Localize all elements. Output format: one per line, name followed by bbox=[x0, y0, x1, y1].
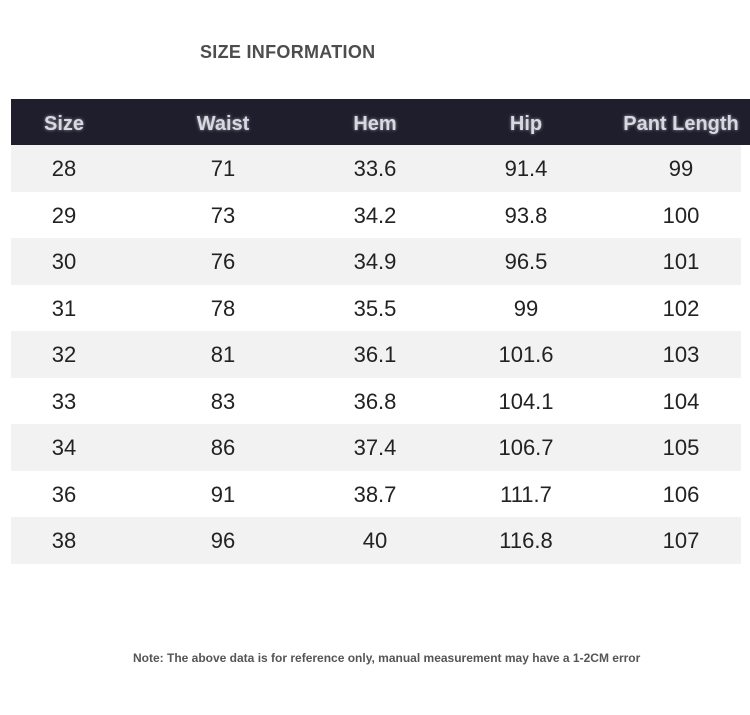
column-header: Hem bbox=[353, 113, 397, 135]
table-cell: 33.6 bbox=[353, 156, 397, 181]
table-cell: 29 bbox=[51, 202, 77, 228]
table-cell: 99 bbox=[513, 295, 539, 321]
table-row: 36 91 38.7 111.7 106 bbox=[11, 471, 741, 518]
table-row: 29 73 34.2 93.8 100 bbox=[11, 192, 741, 239]
table-row: 31 78 35.5 99 102 bbox=[11, 285, 741, 332]
table-cell: 102 bbox=[662, 295, 700, 321]
table-row: 38 96 40 116.8 107 bbox=[11, 517, 741, 564]
table-cell: 76 bbox=[210, 249, 236, 274]
table-cell: 31 bbox=[51, 295, 77, 321]
table-cell: 38.7 bbox=[353, 481, 397, 507]
table-cell: 93.8 bbox=[504, 202, 548, 228]
table-cell: 96.5 bbox=[504, 249, 548, 274]
table-cell: 34 bbox=[51, 435, 77, 460]
table-cell: 36.8 bbox=[353, 388, 397, 414]
table-row: 30 76 34.9 96.5 101 bbox=[11, 238, 741, 285]
table-cell: 36 bbox=[51, 481, 77, 507]
table-cell: 28 bbox=[51, 156, 77, 181]
table-cell: 78 bbox=[210, 295, 236, 321]
table-cell: 37.4 bbox=[353, 435, 397, 460]
column-header: Size bbox=[43, 113, 85, 135]
table-cell: 106.7 bbox=[498, 435, 554, 460]
table-cell: 34.2 bbox=[353, 202, 397, 228]
table-cell: 116.8 bbox=[499, 528, 553, 553]
table-cell: 96 bbox=[210, 528, 236, 553]
table-cell: 91.4 bbox=[504, 156, 548, 181]
table-cell: 34.9 bbox=[353, 249, 397, 274]
column-header: Waist bbox=[196, 113, 250, 135]
table-cell: 30 bbox=[51, 249, 77, 274]
table-header: Size Waist Hem Hip Pant Length bbox=[11, 99, 750, 145]
table-cell: 73 bbox=[210, 202, 236, 228]
table-row: 33 83 36.8 104.1 104 bbox=[11, 378, 741, 425]
title: SIZE INFORMATION bbox=[200, 42, 376, 62]
table-cell: 111.7 bbox=[500, 481, 552, 507]
table-row: 28 71 33.6 91.4 99 bbox=[11, 145, 741, 192]
table-cell: 35.5 bbox=[353, 295, 397, 321]
table-cell: 91 bbox=[210, 481, 236, 507]
table-cell: 86 bbox=[210, 435, 236, 460]
table-cell: 100 bbox=[662, 202, 700, 228]
table-cell: 32 bbox=[51, 342, 77, 367]
table-row: 32 81 36.1 101.6 103 bbox=[11, 331, 741, 378]
table-row: 34 86 37.4 106.7 105 bbox=[11, 424, 741, 471]
table-cell: 101.6 bbox=[498, 342, 554, 367]
table-cell: 107 bbox=[662, 528, 700, 553]
table-cell: 36.1 bbox=[353, 342, 397, 367]
table-cell: 105 bbox=[662, 435, 700, 460]
table-cell: 83 bbox=[210, 388, 236, 414]
table-cell: 99 bbox=[668, 156, 694, 181]
table-cell: 71 bbox=[210, 156, 236, 181]
table-cell: 38 bbox=[51, 528, 77, 553]
table-cell: 106 bbox=[662, 481, 700, 507]
column-header: Pant Length bbox=[623, 113, 739, 135]
table-cell: 104.1 bbox=[498, 388, 554, 414]
column-header: Hip bbox=[509, 113, 543, 135]
table-cell: 33 bbox=[51, 388, 77, 414]
table-cell: 101 bbox=[662, 249, 700, 274]
table-cell: 40 bbox=[362, 528, 388, 553]
table-cell: 81 bbox=[210, 342, 236, 367]
table-cell: 103 bbox=[662, 342, 700, 367]
table-cell: 104 bbox=[662, 388, 700, 414]
footnote: Note: The above data is for reference on… bbox=[133, 651, 641, 665]
